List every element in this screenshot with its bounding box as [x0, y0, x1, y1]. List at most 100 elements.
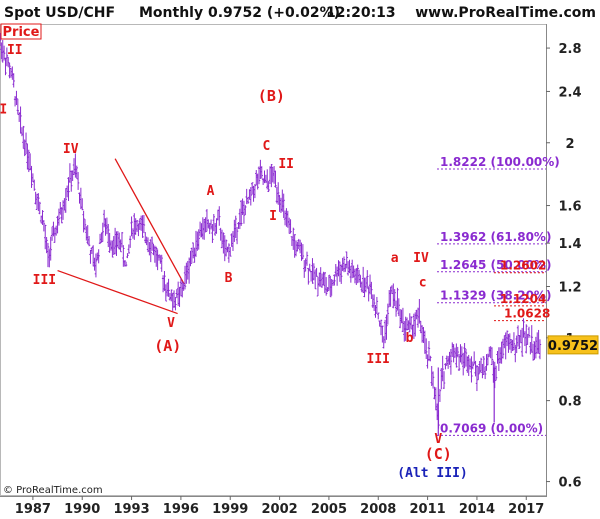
- price-bar: [366, 270, 369, 289]
- price-bar: [379, 319, 383, 336]
- fib-label: 1.2645 (50.00%): [440, 258, 551, 272]
- wave-label: I: [269, 209, 277, 224]
- price-bar: [293, 234, 296, 258]
- price-bar: [222, 232, 225, 254]
- wave-label: (Alt III): [397, 466, 467, 481]
- price-bar: [231, 231, 235, 251]
- price-bar: [533, 341, 536, 360]
- price-bar: [218, 206, 221, 226]
- price-bar: [54, 225, 58, 236]
- price-bar: [12, 73, 15, 88]
- price-bar: [260, 166, 263, 179]
- wave-label: I: [0, 102, 7, 117]
- price-bar: [211, 224, 214, 243]
- price-bar: [198, 221, 202, 236]
- current-price-box: 0.9752: [547, 335, 599, 355]
- price-bar: [419, 320, 422, 334]
- price-bar: [186, 260, 189, 280]
- x-tick-label: 1990: [64, 502, 100, 517]
- chart-period: Monthly: [139, 5, 203, 21]
- price-bar: [146, 237, 150, 253]
- wave-label: b: [406, 331, 414, 346]
- price-bar: [64, 188, 67, 213]
- price-bar: [44, 224, 47, 250]
- price-bar: [229, 247, 232, 257]
- price-bar: [245, 188, 248, 205]
- price-bar: [489, 346, 492, 359]
- wave-label: III: [367, 352, 390, 367]
- price-bar: [515, 335, 518, 354]
- price-bar: [507, 333, 510, 353]
- price-bar: [170, 289, 173, 302]
- wave-label: II: [278, 157, 294, 172]
- price-bar: [479, 357, 483, 372]
- price-bar: [512, 332, 516, 351]
- price-bar: [15, 90, 18, 106]
- price-bar: [172, 290, 176, 308]
- price-bar: [297, 238, 300, 249]
- price-bar: [144, 232, 147, 244]
- chart-header: Spot USD/CHF Monthly 0.9752 (+0.02%) 12:…: [4, 5, 596, 21]
- price-bar: [187, 257, 191, 284]
- price-bar: [394, 300, 398, 317]
- price-bar: [249, 187, 252, 206]
- price-bar: [327, 274, 331, 291]
- price-bar: [97, 249, 100, 264]
- price-bar: [81, 198, 84, 211]
- fib-label: 1.8222 (100.00%): [440, 155, 560, 169]
- price-bar: [137, 223, 140, 237]
- price-bar: [227, 243, 231, 263]
- price-bar: [20, 127, 24, 137]
- x-tick-label: 2017: [508, 502, 544, 517]
- price-bar: [381, 325, 384, 343]
- price-bar: [135, 220, 139, 232]
- price-bar: [282, 193, 285, 219]
- price-bar: [324, 277, 328, 296]
- price-bar: [45, 237, 48, 254]
- price-bar: [259, 159, 262, 179]
- site-url: www.ProRealTime.com: [415, 5, 596, 21]
- price-bar: [156, 249, 159, 271]
- price-bar: [471, 361, 475, 370]
- price-bar: [34, 191, 37, 205]
- price-bar: [244, 205, 247, 216]
- price-bar: [496, 351, 499, 364]
- y-tick-label: 0.8: [558, 395, 581, 410]
- price-bar: [526, 333, 529, 345]
- price-bar: [481, 363, 484, 379]
- wave-label: a: [391, 251, 399, 266]
- price-bar: [382, 336, 385, 349]
- price-bar: [440, 368, 443, 390]
- header-time: 12:20:13: [326, 5, 396, 21]
- price-bar: [357, 269, 361, 283]
- price-bar: [159, 255, 162, 264]
- price-bar: [238, 208, 242, 230]
- price-bar: [386, 303, 390, 325]
- price-bar: [425, 338, 428, 360]
- price-bar: [407, 320, 410, 330]
- price-bar: [174, 296, 177, 311]
- price-bar: [252, 185, 255, 202]
- price-bar: [16, 98, 20, 115]
- price-bar: [49, 236, 52, 261]
- price-bar: [477, 366, 480, 381]
- chart-title: Spot USD/CHF: [4, 5, 115, 21]
- price-bar: [42, 220, 46, 232]
- price-bar: [393, 289, 396, 307]
- wave-label: III: [33, 273, 56, 288]
- price-bar: [126, 253, 129, 259]
- price-tag-label: Price: [3, 25, 40, 40]
- price-bar: [63, 198, 66, 211]
- price-bar: [359, 275, 362, 288]
- price-bar: [527, 326, 531, 338]
- price-bar: [441, 355, 444, 382]
- price-bar: [335, 266, 339, 286]
- wave-label: (C): [425, 445, 452, 463]
- price-bar: [46, 242, 50, 268]
- price-bar: [208, 222, 211, 235]
- price-bar: [127, 244, 131, 254]
- price-bar: [309, 270, 313, 282]
- price-bar: [519, 329, 522, 344]
